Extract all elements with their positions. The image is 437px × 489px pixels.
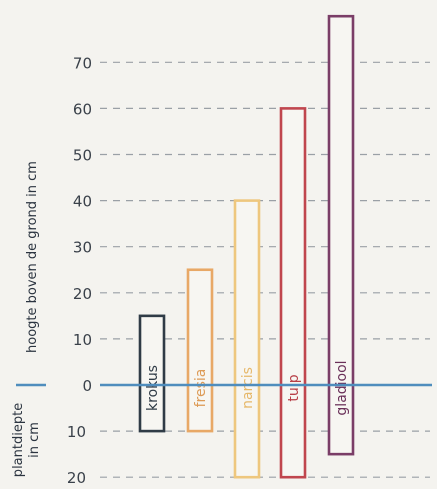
y-tick-label: 30 <box>73 239 92 257</box>
bar-fresia <box>186 268 214 433</box>
y-axis-label-below-line1: plantdiepte <box>11 403 26 477</box>
y-tick-label-depth: 10 <box>67 423 86 441</box>
y-tick-label: 50 <box>73 147 92 165</box>
y-tick-label: 0 <box>82 377 92 395</box>
bar-gladiool <box>327 14 355 456</box>
y-axis-label-above: hoogte boven de grond in cm <box>25 161 40 353</box>
tick-labels: 70 60 50 40 30 20 10 0 10 20 <box>67 54 92 487</box>
y-axis-label-below-line2: in cm <box>27 422 42 458</box>
y-tick-label: 20 <box>73 285 92 303</box>
y-tick-label: 70 <box>73 54 92 72</box>
bar-label-gladiool: gladiool <box>334 360 350 415</box>
bar-narcis <box>233 199 261 479</box>
axis-labels: hoogte boven de grond in cm plantdiepte … <box>11 161 46 477</box>
bar-tulp <box>279 107 307 479</box>
bar-label-tulp: tulp <box>286 374 302 401</box>
y-tick-label: 10 <box>73 331 92 349</box>
bar-label-narcis: narcis <box>240 367 256 409</box>
bar-label-fresia: fresia <box>193 369 209 408</box>
y-tick-label: 60 <box>73 100 92 118</box>
y-tick-label: 40 <box>73 193 92 211</box>
y-tick-label-depth: 20 <box>67 469 86 487</box>
bars-layer: krokus fresia narcis tulp gladiool <box>100 14 432 479</box>
bar-krokus <box>138 314 166 433</box>
bar-label-krokus: krokus <box>145 365 161 411</box>
